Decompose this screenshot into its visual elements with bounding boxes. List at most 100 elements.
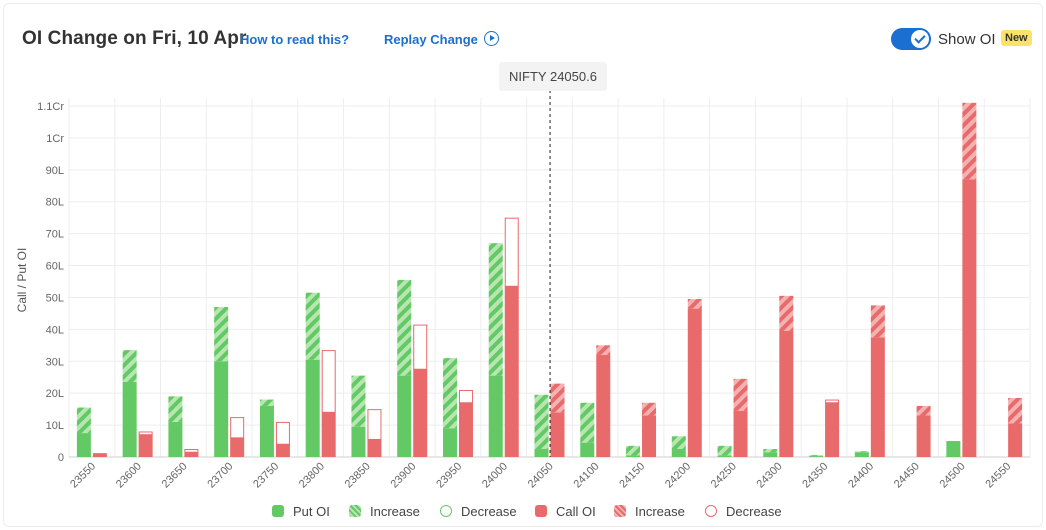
x-tick-label: 24250	[709, 460, 739, 490]
x-tick-label: 23800	[297, 460, 327, 490]
put-oi-bar-23850	[351, 426, 366, 457]
call-oi-decrease-bar-23850	[367, 409, 382, 440]
call-oi-bar-24350	[825, 402, 840, 457]
put-oi-increase-bar-23750	[259, 399, 274, 406]
y-tick-label: 70L	[46, 229, 64, 241]
x-tick-label: 24100	[572, 460, 602, 490]
put-oi-increase-bar-23550	[76, 407, 91, 434]
legend-swatch	[349, 505, 361, 517]
call-oi-bar-24150	[642, 415, 657, 457]
call-oi-decrease-bar-23900	[413, 324, 428, 370]
call-oi-increase-bar-24100	[596, 345, 611, 355]
put-oi-bar-24500	[946, 441, 961, 457]
y-tick-label: 80L	[46, 197, 64, 209]
x-tick-label: 23600	[114, 460, 144, 490]
legend-swatch	[535, 505, 547, 517]
put-oi-bar-24000	[488, 375, 503, 457]
x-tick-label: 23750	[251, 460, 281, 490]
call-oi-bar-23700	[230, 437, 245, 457]
put-oi-bar-24350	[809, 456, 824, 457]
legend-label: Increase	[370, 504, 420, 519]
x-tick-label: 24400	[846, 460, 876, 490]
call-oi-increase-bar-24450	[916, 405, 931, 416]
x-tick-label: 24200	[663, 460, 693, 490]
y-tick-label: 30L	[46, 356, 64, 368]
put-oi-increase-bar-23950	[442, 358, 457, 429]
put-oi-increase-bar-23800	[305, 292, 320, 360]
show-oi-label: Show OI	[938, 31, 996, 48]
show-oi-toggle[interactable]	[891, 28, 931, 50]
call-oi-decrease-bar-23750	[275, 421, 290, 445]
spot-price-label: NIFTY 24050.6	[499, 62, 607, 91]
call-oi-bar-23950	[458, 402, 473, 457]
put-oi-bar-23650	[168, 421, 183, 457]
how-to-read-link[interactable]: How to read this?	[240, 32, 350, 47]
call-oi-bar-24200	[687, 308, 702, 457]
put-oi-bar-23600	[122, 382, 137, 457]
put-oi-bar-24100	[580, 442, 595, 457]
x-tick-label: 24550	[983, 460, 1013, 490]
put-oi-bar-24250	[717, 455, 732, 457]
call-oi-decrease-bar-23700	[230, 417, 245, 439]
legend-label: Call OI	[556, 504, 596, 519]
x-tick-label: 23900	[388, 460, 418, 490]
check-icon	[911, 30, 929, 48]
y-tick-label: 0	[58, 452, 64, 464]
call-oi-bar-24100	[596, 354, 611, 457]
call-oi-bar-23800	[321, 412, 336, 457]
call-oi-decrease-bar-24350	[825, 399, 840, 404]
put-oi-bar-23900	[397, 375, 412, 457]
x-tick-label: 24450	[892, 460, 922, 490]
put-oi-bar-24200	[671, 449, 686, 457]
put-oi-increase-bar-23900	[397, 279, 412, 376]
put-oi-increase-bar-24100	[580, 402, 595, 443]
put-oi-increase-bar-24350	[809, 455, 824, 457]
x-tick-label: 23950	[434, 460, 464, 490]
chart-legend: Put OI Increase Decrease Call OI Increase Dec…	[0, 504, 1046, 522]
call-oi-bar-24550	[1008, 423, 1023, 457]
x-tick-label: 24050	[526, 460, 556, 490]
x-tick-label: 24500	[938, 460, 968, 490]
y-tick-label: 50L	[46, 292, 64, 304]
y-tick-label: 20L	[46, 388, 64, 400]
call-oi-bar-24300	[779, 330, 794, 457]
put-oi-increase-bar-24300	[763, 449, 778, 453]
call-oi-bar-23600	[138, 434, 153, 457]
legend-label: Decrease	[726, 504, 782, 519]
put-oi-increase-bar-24000	[488, 243, 503, 376]
x-tick-label: 23550	[68, 460, 98, 490]
put-oi-increase-bar-24400	[854, 451, 869, 453]
y-tick-label: 10L	[46, 420, 64, 432]
call-oi-bar-24400	[870, 337, 885, 457]
call-oi-bar-23850	[367, 439, 382, 457]
x-tick-label: 24000	[480, 460, 510, 490]
call-oi-increase-bar-24400	[870, 305, 885, 338]
call-oi-decrease-bar-23800	[321, 350, 336, 413]
put-oi-bar-23800	[305, 359, 320, 457]
call-oi-decrease-bar-23650	[184, 449, 199, 453]
legend-swatch	[705, 505, 717, 517]
call-oi-bar-24450	[916, 415, 931, 457]
legend-swatch	[440, 505, 452, 517]
put-oi-increase-bar-23650	[168, 396, 183, 422]
legend-swatch	[614, 505, 626, 517]
call-oi-increase-bar-24150	[642, 402, 657, 416]
put-oi-increase-bar-24250	[717, 445, 732, 456]
call-oi-bar-24050	[550, 412, 565, 457]
call-oi-increase-bar-24200	[687, 299, 702, 309]
new-badge: New	[1001, 30, 1032, 46]
put-oi-bar-23750	[259, 405, 274, 457]
call-oi-bar-23750	[275, 444, 290, 457]
play-icon[interactable]	[484, 31, 499, 46]
y-axis-title: Call / Put OI	[15, 247, 29, 313]
oi-bar-chart: 0 10L 20L 30L 40L 50L 60L 70L 80L 90L 1Cr 1.1Cr 2355…	[37, 90, 1031, 491]
replay-change-button[interactable]: Replay Change	[384, 32, 478, 47]
put-oi-bar-23700	[214, 361, 229, 457]
put-oi-bar-24400	[854, 452, 869, 457]
call-oi-bar-24500	[962, 179, 977, 457]
call-oi-increase-bar-24500	[962, 102, 977, 180]
legend-swatch	[272, 505, 284, 517]
y-tick-label: 40L	[46, 324, 64, 336]
x-tick-label: 24350	[800, 460, 830, 490]
page-title: OI Change on Fri, 10 Apr	[22, 28, 247, 49]
